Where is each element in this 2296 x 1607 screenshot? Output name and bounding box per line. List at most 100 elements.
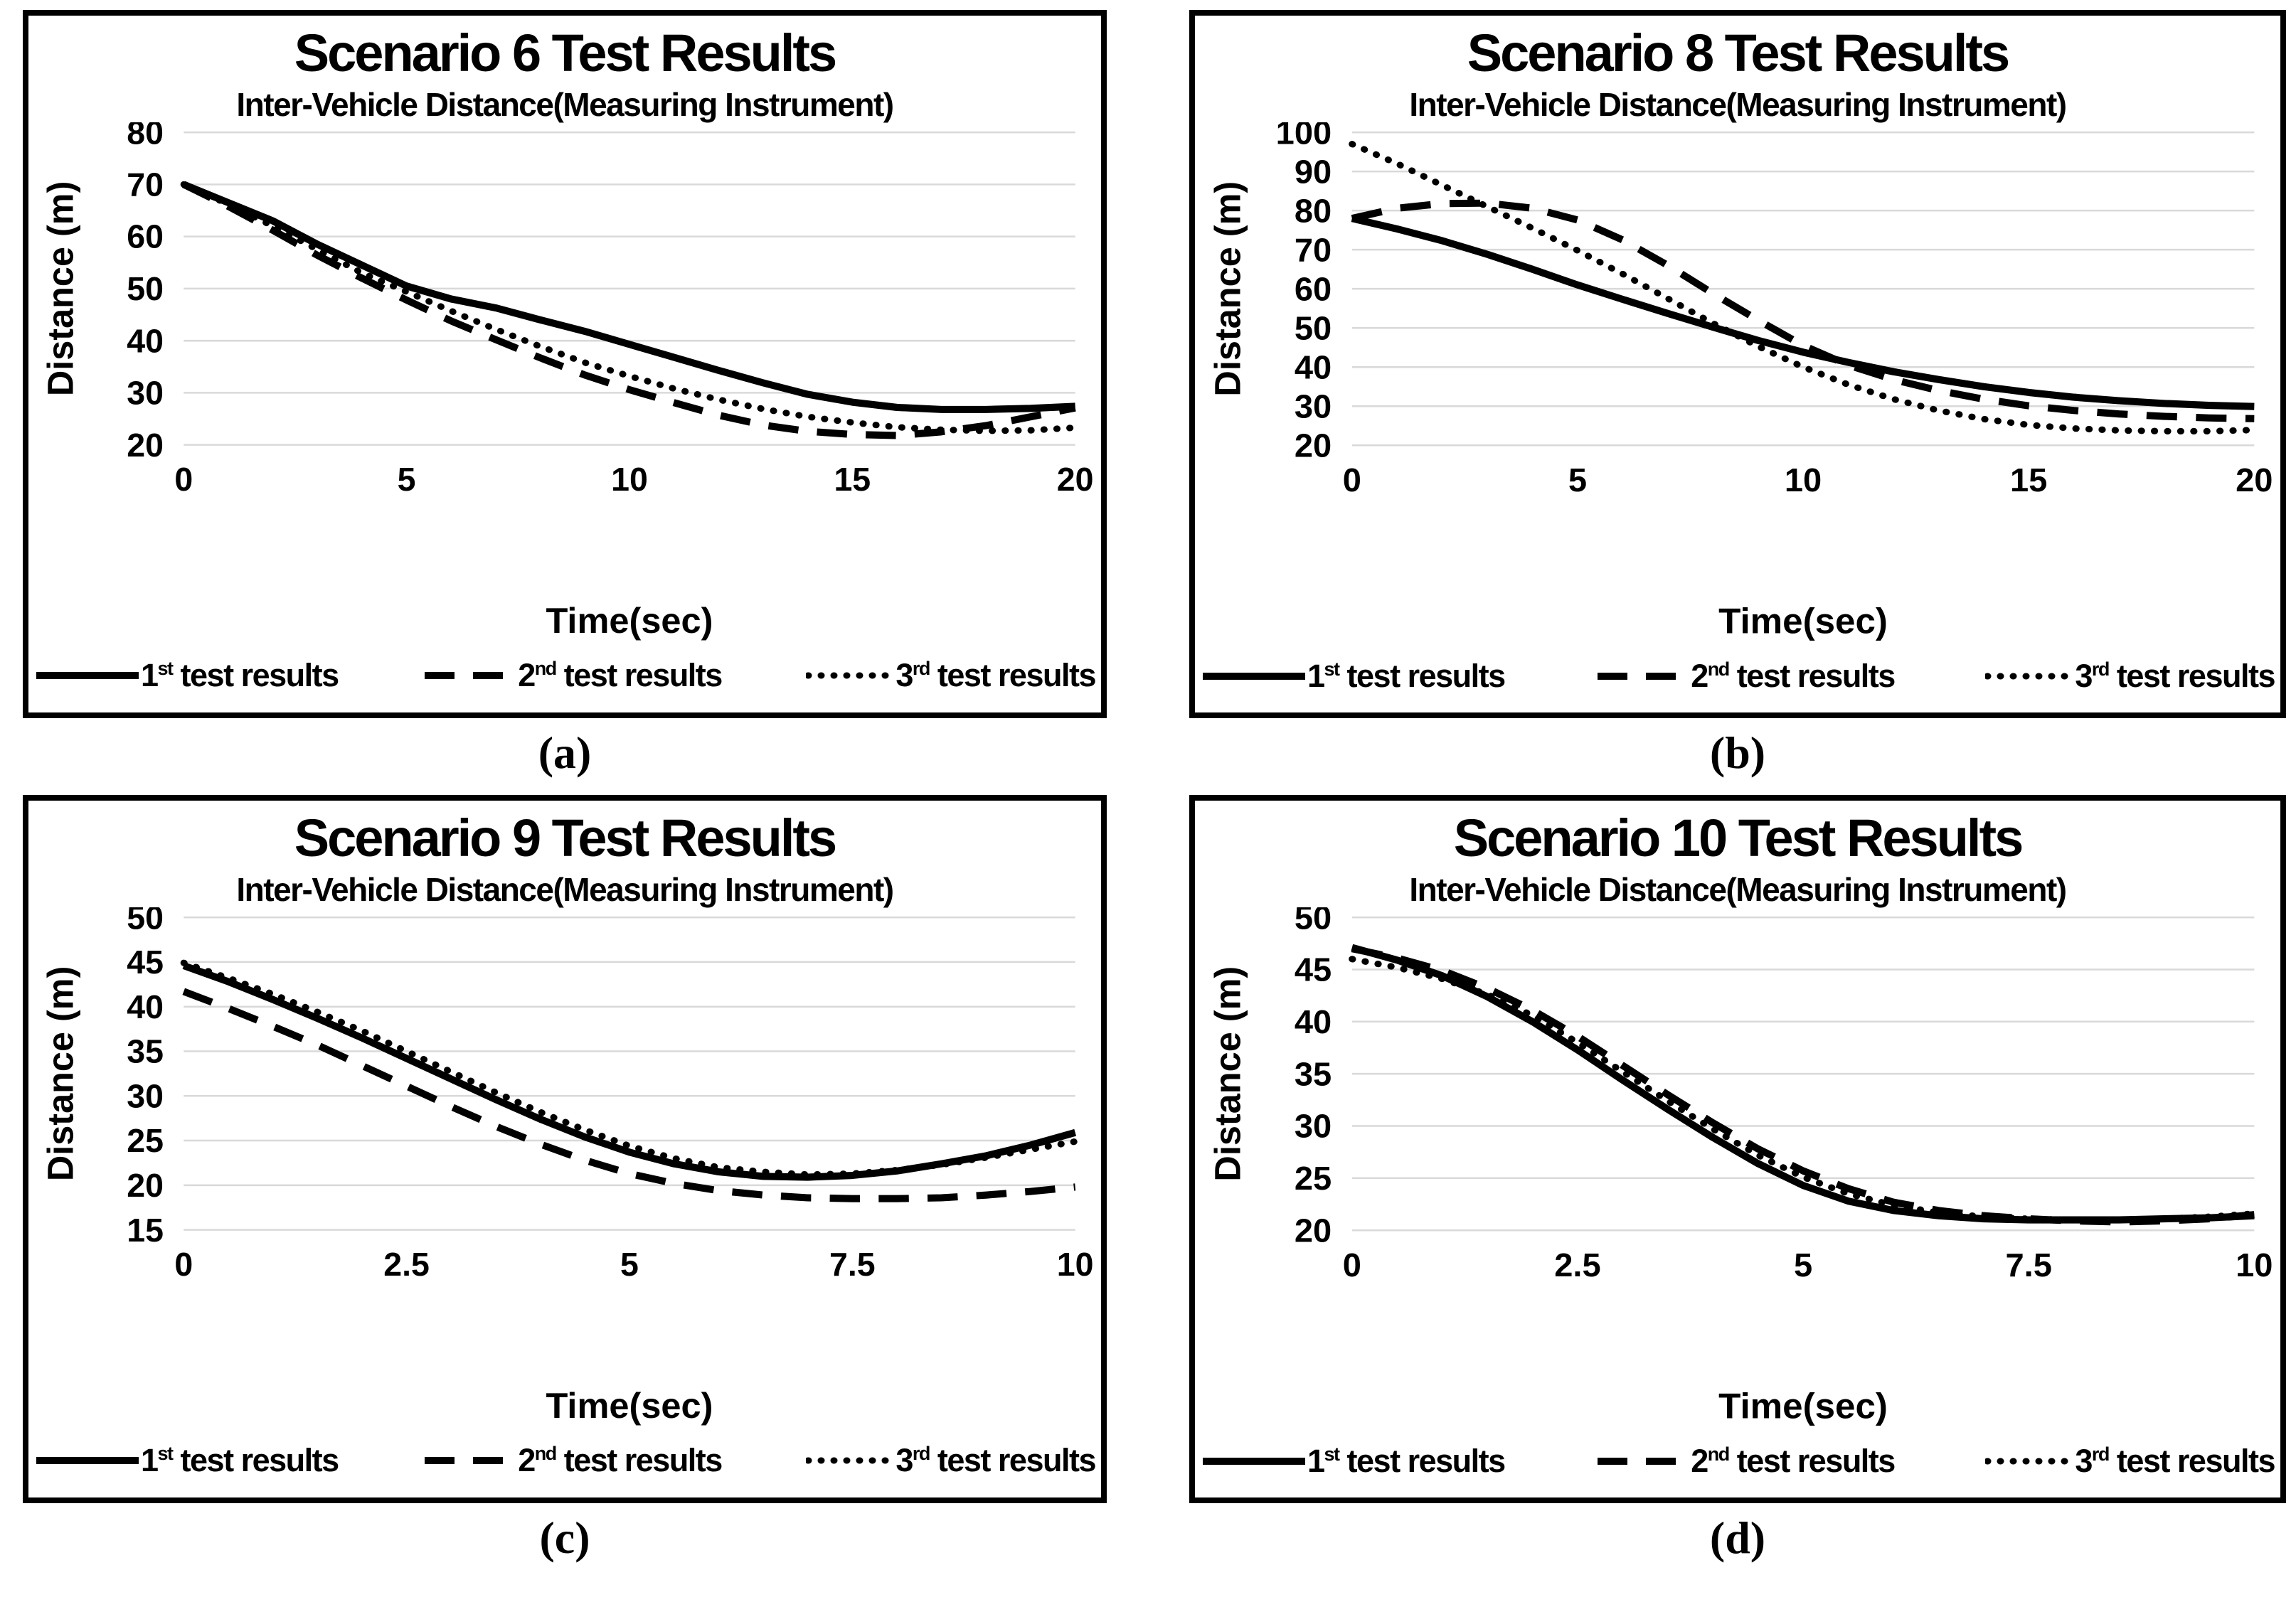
legend-item-dashed: 2nd test results [422, 657, 723, 694]
y-tick-label: 50 [1295, 310, 1332, 347]
chart-subtitle: Inter-Vehicle Distance(Measuring Instrum… [1409, 870, 2067, 908]
legend-label: 3rd test results [2075, 657, 2275, 694]
chart-legend: 1st test results 2nd test results 3rd test… [28, 1431, 1101, 1497]
panel-scenario-8: Scenario 8 Test Results Inter-Vehicle Di… [1189, 10, 2286, 718]
x-tick-label: 10 [611, 461, 648, 498]
y-tick-label: 45 [1295, 951, 1332, 988]
series-line-dotted [1349, 141, 2258, 435]
y-axis-title: Distance (m) [41, 966, 81, 1181]
series-line-solid [182, 962, 1077, 1181]
series-line-solid [1351, 944, 2255, 1224]
caption-d: (d) [1709, 1512, 1766, 1563]
caption-c: (c) [539, 1512, 590, 1563]
dotted-line-swatch-icon [1985, 673, 2076, 680]
solid-line-swatch-icon [36, 672, 139, 680]
series-line-solid [1351, 215, 2255, 411]
dotted-line-swatch-icon [806, 1457, 896, 1464]
x-tick-label: 15 [834, 461, 871, 498]
chart-subtitle: Inter-Vehicle Distance(Measuring Instrum… [236, 85, 894, 123]
chart-title: Scenario 6 Test Results [294, 23, 837, 82]
solid-line-swatch-icon [1203, 672, 1305, 680]
chart-canvas: 20 25 30 35 40 45 50 0 2.5 5 7.5 10 Distance (m) Time… [1207, 907, 2273, 1426]
chart-subtitle: Inter-Vehicle Distance(Measuring Instrum… [1409, 85, 2067, 123]
legend-label: 2nd test results [518, 657, 723, 694]
x-axis-title: Time(sec) [546, 1385, 713, 1426]
y-tick-label: 35 [127, 1033, 164, 1070]
x-tick-label: 7.5 [829, 1246, 876, 1283]
y-axis-title: Distance (m) [1207, 966, 1248, 1182]
panel-scenario-10: Scenario 10 Test Results Inter-Vehicle D… [1189, 795, 2286, 1503]
y-tick-label: 60 [127, 218, 164, 255]
series-line-dashed [182, 181, 1076, 439]
legend-item-dotted: 3rd test results [806, 1442, 1096, 1479]
legend-item-dotted: 3rd test results [806, 657, 1096, 694]
x-axis-title: Time(sec) [1718, 601, 1888, 641]
chart-legend: 1st test results 2nd test results 3rd test… [1195, 646, 2280, 712]
y-tick-label: 60 [1295, 271, 1332, 308]
y-tick-label: 50 [127, 907, 164, 936]
chart-title: Scenario 9 Test Results [294, 808, 837, 867]
dashed-line-swatch-icon [425, 672, 516, 680]
chart-canvas: 20 30 40 50 60 70 80 0 5 10 15 20 Distance (m) Time(s… [41, 122, 1094, 641]
chart-canvas: 15 20 25 30 35 40 45 50 0 2.5 5 7.5 10 Distance (m) Ti… [41, 907, 1094, 1426]
caption-b: (b) [1709, 727, 1766, 778]
legend-label: 1st test results [141, 657, 339, 694]
chart-plot-area: 20 30 40 50 60 70 80 90 100 0 5 10 15 20 Distance (m) T… [1199, 122, 2276, 646]
x-tick-label: 0 [1343, 461, 1361, 498]
chart-plot-area: 20 30 40 50 60 70 80 0 5 10 15 20 Distance (m) Time(s… [33, 122, 1097, 646]
y-tick-label: 40 [127, 988, 164, 1025]
legend-label: 1st test results [141, 1442, 339, 1479]
series-line-dotted [180, 181, 1079, 434]
panel-scenario-6: Scenario 6 Test Results Inter-Vehicle Di… [23, 10, 1107, 718]
x-tick-label: 0 [1343, 1246, 1361, 1283]
solid-line-swatch-icon [36, 1457, 139, 1465]
x-tick-label: 10 [2236, 1246, 2273, 1283]
legend-item-solid: 1st test results [34, 657, 339, 694]
y-tick-label: 30 [127, 375, 164, 412]
series-line-solid [182, 181, 1075, 414]
y-tick-label: 70 [127, 166, 164, 203]
y-tick-label: 30 [127, 1078, 164, 1115]
y-tick-label: 40 [1295, 1004, 1332, 1041]
y-tick-label: 70 [1295, 232, 1332, 269]
dotted-line-swatch-icon [806, 672, 896, 679]
dotted-line-swatch-icon [1985, 1458, 2076, 1465]
legend-label: 1st test results [1307, 1442, 1506, 1479]
y-tick-label: 80 [127, 122, 164, 151]
x-tick-label: 20 [2236, 461, 2273, 498]
x-tick-label: 0 [174, 461, 193, 498]
chart-subtitle: Inter-Vehicle Distance(Measuring Instrum… [236, 870, 894, 908]
series-line-dashed [1351, 199, 2255, 423]
chart-plot-area: 15 20 25 30 35 40 45 50 0 2.5 5 7.5 10 Distance (m) Ti… [33, 907, 1097, 1431]
chart-title: Scenario 8 Test Results [1467, 23, 2010, 82]
y-tick-label: 30 [1295, 388, 1332, 425]
x-tick-label: 10 [1057, 1246, 1094, 1283]
legend-item-dashed: 2nd test results [1595, 1443, 1896, 1480]
y-tick-label: 90 [1295, 154, 1332, 191]
y-tick-label: 45 [127, 944, 164, 981]
legend-label: 2nd test results [518, 1442, 723, 1479]
x-tick-label: 20 [1057, 461, 1094, 498]
legend-item-dashed: 2nd test results [1595, 658, 1896, 695]
legend-item-solid: 1st test results [1201, 658, 1506, 695]
y-tick-label: 20 [127, 427, 164, 464]
y-axis-title: Distance (m) [41, 181, 81, 396]
chart-legend: 1st test results 2nd test results 3rd test… [28, 646, 1101, 712]
legend-label: 3rd test results [895, 657, 1096, 694]
chart-legend: 1st test results 2nd test results 3rd test… [1195, 1431, 2280, 1497]
x-tick-label: 5 [620, 1246, 639, 1283]
y-tick-label: 25 [1295, 1160, 1332, 1197]
caption-a: (a) [538, 727, 592, 778]
y-tick-label: 20 [127, 1167, 164, 1204]
solid-line-swatch-icon [1203, 1457, 1305, 1465]
y-tick-label: 25 [127, 1123, 164, 1160]
x-tick-label: 5 [1568, 461, 1587, 498]
x-tick-label: 2.5 [383, 1246, 430, 1283]
y-tick-label: 30 [1295, 1108, 1332, 1145]
x-tick-label: 2.5 [1554, 1246, 1600, 1283]
legend-item-dotted: 3rd test results [1985, 658, 2275, 695]
chart-plot-area: 20 25 30 35 40 45 50 0 2.5 5 7.5 10 Distance (m) Time… [1199, 907, 2276, 1431]
y-axis-title: Distance (m) [1207, 181, 1248, 397]
x-axis-title: Time(sec) [1718, 1386, 1888, 1426]
